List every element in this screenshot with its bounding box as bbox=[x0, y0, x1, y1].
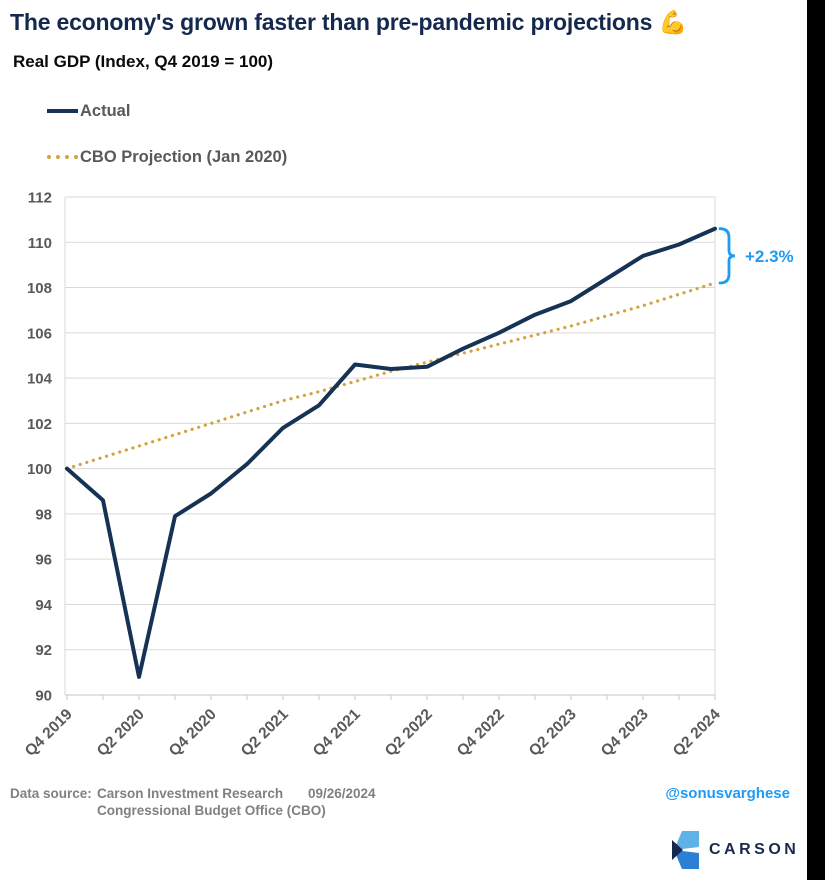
carson-logo-icon bbox=[672, 831, 699, 869]
data-source-line1: Carson Investment Research bbox=[97, 786, 284, 801]
legend-swatch-actual bbox=[47, 109, 78, 113]
carson-logo: CARSON bbox=[670, 830, 799, 870]
legend-item-actual: Actual bbox=[47, 102, 287, 120]
logo-left-wedge bbox=[672, 840, 683, 860]
x-tick-label: Q4 2020 bbox=[166, 706, 220, 760]
data-source-date: 09/26/2024 bbox=[308, 786, 376, 801]
x-tick-label: Q2 2023 bbox=[526, 706, 580, 760]
y-tick-label: 100 bbox=[27, 461, 52, 478]
y-tick-label: 96 bbox=[35, 552, 52, 569]
x-tick-label: Q2 2024 bbox=[670, 706, 724, 760]
legend-item-cbo: CBO Projection (Jan 2020) bbox=[47, 148, 287, 166]
y-tick-label: 104 bbox=[27, 371, 53, 388]
logo-bottom-triangle bbox=[674, 850, 699, 869]
legend-swatch-cbo bbox=[47, 155, 78, 159]
y-tick-label: 106 bbox=[27, 325, 52, 342]
x-tick-label: Q2 2022 bbox=[382, 706, 436, 760]
flexed-biceps-emoji: 💪 bbox=[658, 9, 687, 35]
page-title-text: The economy's grown faster than pre-pand… bbox=[10, 9, 653, 35]
legend: Actual CBO Projection (Jan 2020) bbox=[47, 102, 287, 194]
chart-subtitle: Real GDP (Index, Q4 2019 = 100) bbox=[13, 52, 274, 71]
y-tick-label: 112 bbox=[28, 190, 52, 207]
x-tick-label: Q4 2022 bbox=[454, 706, 508, 760]
logo-top-triangle bbox=[674, 831, 699, 850]
author-handle: @sonusvarghese bbox=[665, 785, 790, 802]
y-tick-label: 90 bbox=[35, 688, 52, 705]
gap-annotation: +2.3% bbox=[745, 247, 794, 266]
y-tick-label: 98 bbox=[35, 506, 52, 523]
actual-line bbox=[65, 226, 717, 679]
x-tick-label: Q4 2021 bbox=[310, 706, 364, 760]
x-tick-label: Q2 2020 bbox=[94, 706, 148, 760]
y-tick-label: 94 bbox=[35, 597, 52, 614]
legend-label-cbo: CBO Projection (Jan 2020) bbox=[80, 147, 288, 166]
cbo-projection-line bbox=[65, 281, 717, 471]
x-tick-label: Q2 2021 bbox=[238, 706, 292, 760]
x-tick-label: Q4 2023 bbox=[598, 706, 652, 760]
y-tick-label: 108 bbox=[27, 280, 52, 297]
data-source-label: Data source: bbox=[10, 786, 92, 801]
legend-label-actual: Actual bbox=[80, 101, 131, 120]
y-tick-label: 92 bbox=[35, 642, 52, 659]
carson-logo-text: CARSON bbox=[709, 841, 800, 858]
right-black-strip bbox=[807, 0, 825, 880]
x-tick-label: Q4 2019 bbox=[22, 706, 76, 760]
y-tick-label: 110 bbox=[28, 235, 52, 252]
data-source-line2: Congressional Budget Office (CBO) bbox=[97, 803, 326, 818]
y-tick-label: 102 bbox=[27, 416, 52, 433]
page-title: The economy's grown faster than pre-pand… bbox=[10, 9, 687, 36]
gap-brace bbox=[718, 227, 736, 285]
